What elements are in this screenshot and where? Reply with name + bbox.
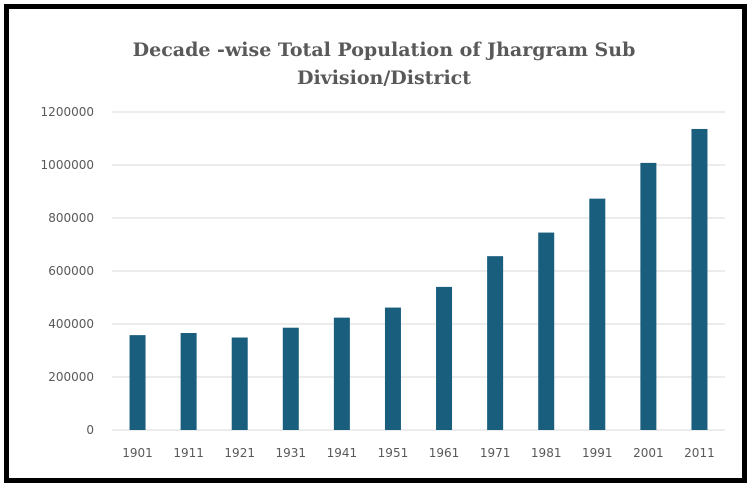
bar-1941 [333, 317, 350, 430]
bar-1971 [487, 256, 504, 430]
x-tick-label: 1931 [276, 446, 307, 460]
x-tick-label: 1951 [378, 446, 409, 460]
y-tick-label: 600000 [48, 264, 94, 278]
bar-1961 [436, 286, 453, 430]
y-tick-label: 200000 [48, 370, 94, 384]
x-tick-label: 1971 [480, 446, 511, 460]
x-tick-label: 2011 [684, 446, 715, 460]
bar-1951 [384, 307, 401, 430]
x-tick-label: 1901 [122, 446, 153, 460]
x-tick-label: 1991 [582, 446, 613, 460]
x-tick-label: 1941 [327, 446, 358, 460]
y-tick-label: 1000000 [41, 158, 94, 172]
bar-2011 [691, 128, 708, 430]
x-tick-label: 2001 [633, 446, 664, 460]
bar-1921 [231, 337, 248, 430]
y-tick-label: 0 [86, 423, 94, 437]
gridlines [112, 111, 725, 431]
chart-title-line-2: Division/District [297, 67, 471, 89]
x-tick-label: 1921 [224, 446, 255, 460]
bar-1981 [538, 232, 555, 430]
chart-frame [4, 4, 747, 483]
bars [129, 128, 708, 430]
x-axis-ticks: 1901 1911 1921 1931 1941 1951 1961 1971 1981 1991… [122, 446, 714, 460]
y-tick-label: 800000 [48, 211, 94, 225]
x-tick-label: 1961 [429, 446, 460, 460]
bar-2001 [640, 162, 657, 430]
chart-title: Decade -wise Total Population of Jhargra… [133, 39, 636, 89]
x-tick-label: 1981 [531, 446, 562, 460]
bar-1991 [589, 198, 606, 430]
x-tick-label: 1911 [173, 446, 204, 460]
bar-1911 [180, 333, 197, 430]
chart-title-line-1: Decade -wise Total Population of Jhargra… [133, 39, 636, 61]
y-axis-ticks: 0 200000 400000 600000 800000 1000000 1200000 [41, 105, 94, 437]
y-tick-label: 1200000 [41, 105, 94, 119]
bar-1901 [129, 335, 146, 430]
bar-1931 [282, 327, 299, 430]
y-tick-label: 400000 [48, 317, 94, 331]
